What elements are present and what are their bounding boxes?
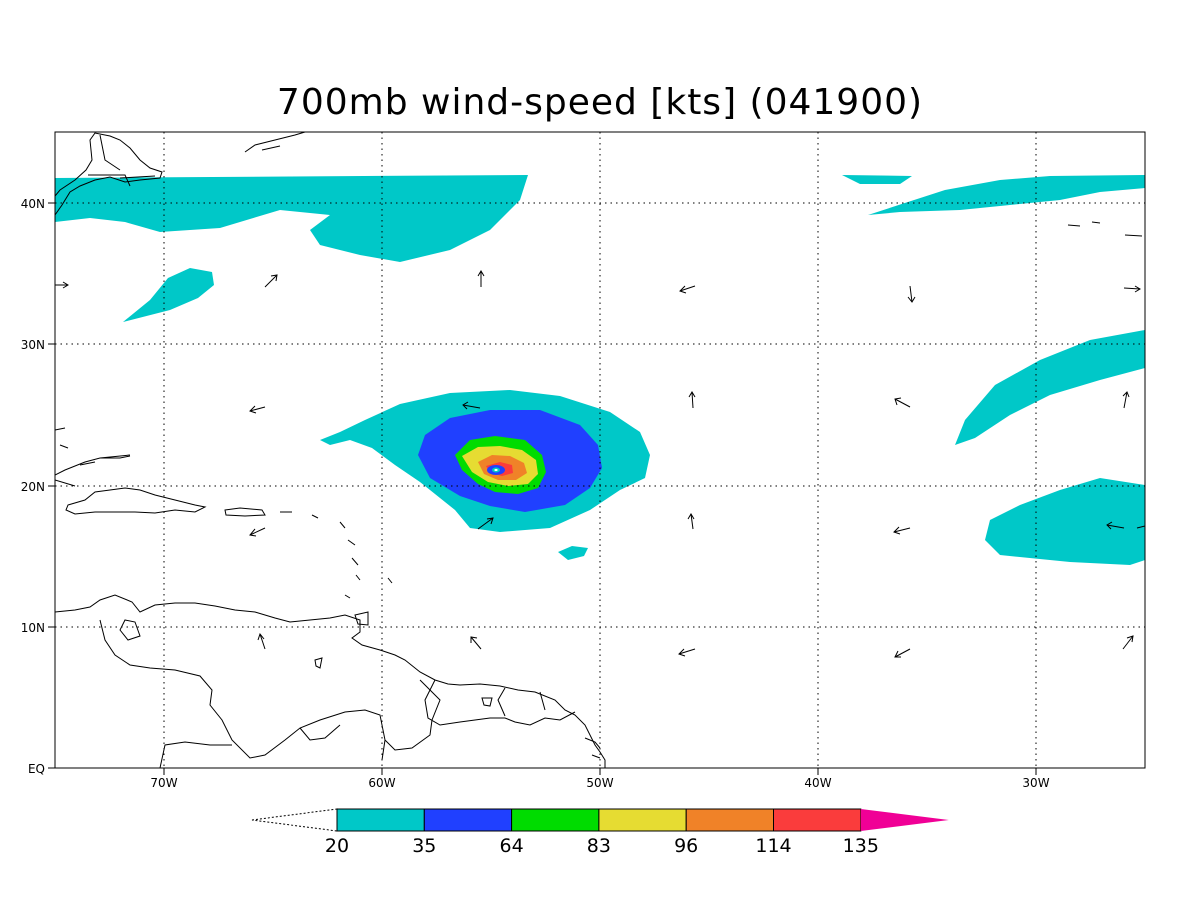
colorbar-labels: 20 35 64 83 96 114 135 xyxy=(325,835,879,857)
jet-band-east-diagonal xyxy=(955,330,1145,445)
wind-arrow xyxy=(477,517,494,530)
colorbar-label: 96 xyxy=(674,835,698,857)
wind-vectors xyxy=(55,270,1146,658)
coast-islands xyxy=(55,427,393,599)
wind-arrow xyxy=(894,648,911,658)
wind-arrow xyxy=(470,636,482,650)
wind-arrow xyxy=(55,281,69,289)
colorbar-box xyxy=(423,808,513,832)
y-tick-label: EQ xyxy=(28,762,45,776)
wind-arrow xyxy=(687,513,695,530)
grid xyxy=(55,132,1145,768)
wind-arrow xyxy=(679,285,696,294)
y-tick-label: 20N xyxy=(21,480,45,494)
colorbar-label: 35 xyxy=(412,835,436,857)
border-guyana-suriname xyxy=(424,679,576,726)
x-tick-label: 60W xyxy=(368,776,395,790)
wind-arrow xyxy=(462,401,481,410)
wind-arrow xyxy=(894,397,911,408)
wind-arrow xyxy=(907,285,916,303)
wind-arrow xyxy=(249,405,266,414)
x-tick-labels: 70W 60W 50W 40W 30W xyxy=(150,776,1049,790)
wind-arrow xyxy=(688,391,696,409)
x-tick-label: 70W xyxy=(150,776,177,790)
colorbar-label: 114 xyxy=(755,835,791,857)
coast-trinidad xyxy=(354,611,369,626)
wind-arrow xyxy=(893,526,911,535)
colorbar-label: 64 xyxy=(500,835,524,857)
coast-amazon-mouth xyxy=(584,737,601,759)
colorbar-above-max xyxy=(860,809,949,831)
wind-arrow xyxy=(678,648,696,657)
wind-arrow xyxy=(1136,525,1146,529)
border-brazil xyxy=(159,724,386,768)
wind-arrow xyxy=(1122,635,1134,650)
colorbar-label: 135 xyxy=(843,835,879,857)
colorbar-box xyxy=(336,808,425,832)
coast-state-lines xyxy=(88,134,156,187)
colorbar-box xyxy=(773,808,862,832)
coast-hispaniola xyxy=(65,487,207,515)
wind-arrow xyxy=(1123,285,1141,293)
colorbar-box xyxy=(511,808,600,832)
colorbar-label: 83 xyxy=(587,835,611,857)
coast-lakes xyxy=(314,657,493,707)
small-patch xyxy=(558,546,588,560)
y-tick-labels: 40N 30N 20N 10N EQ xyxy=(21,197,45,776)
colorbar-label: 20 xyxy=(325,835,349,857)
y-tick-label: 40N xyxy=(21,197,45,211)
wind-arrow xyxy=(249,527,266,537)
coastlines xyxy=(55,132,1143,768)
y-tick-label: 10N xyxy=(21,621,45,635)
wind-arrow xyxy=(1122,391,1130,409)
colorbar-box xyxy=(598,808,687,832)
map-title: 700mb wind-speed [kts] (041900) xyxy=(276,82,924,123)
x-tick-label: 50W xyxy=(586,776,613,790)
coast-south-america xyxy=(55,594,606,768)
colorbar: 20 35 64 83 96 114 135 xyxy=(251,808,949,857)
colorbar-below-min xyxy=(251,808,338,832)
coast-nova-scotia xyxy=(244,132,306,153)
coast-maracaibo xyxy=(119,619,141,641)
colorbar-box xyxy=(685,808,775,832)
wind-arrow xyxy=(1106,521,1125,530)
coast-north-america xyxy=(55,132,163,216)
wind-arrow xyxy=(257,632,266,650)
colorbar-boxes xyxy=(336,808,949,832)
border-colombia-venezuela xyxy=(99,619,441,759)
jet-band-north-east xyxy=(842,175,1145,215)
jet-band-north-west xyxy=(55,175,528,262)
trade-wind-east xyxy=(985,478,1145,565)
x-tick-marks xyxy=(48,202,1037,775)
x-tick-label: 40W xyxy=(804,776,831,790)
coast-puerto-rico xyxy=(224,507,266,517)
coast-cuba xyxy=(55,455,131,487)
wind-arrow xyxy=(264,274,278,288)
wind-arrow xyxy=(477,270,485,287)
jet-band-small xyxy=(123,268,214,322)
hurricane-eye-white xyxy=(494,468,498,472)
x-tick-label: 30W xyxy=(1022,776,1049,790)
y-tick-label: 30N xyxy=(21,338,45,352)
coast-azores xyxy=(1067,221,1143,237)
